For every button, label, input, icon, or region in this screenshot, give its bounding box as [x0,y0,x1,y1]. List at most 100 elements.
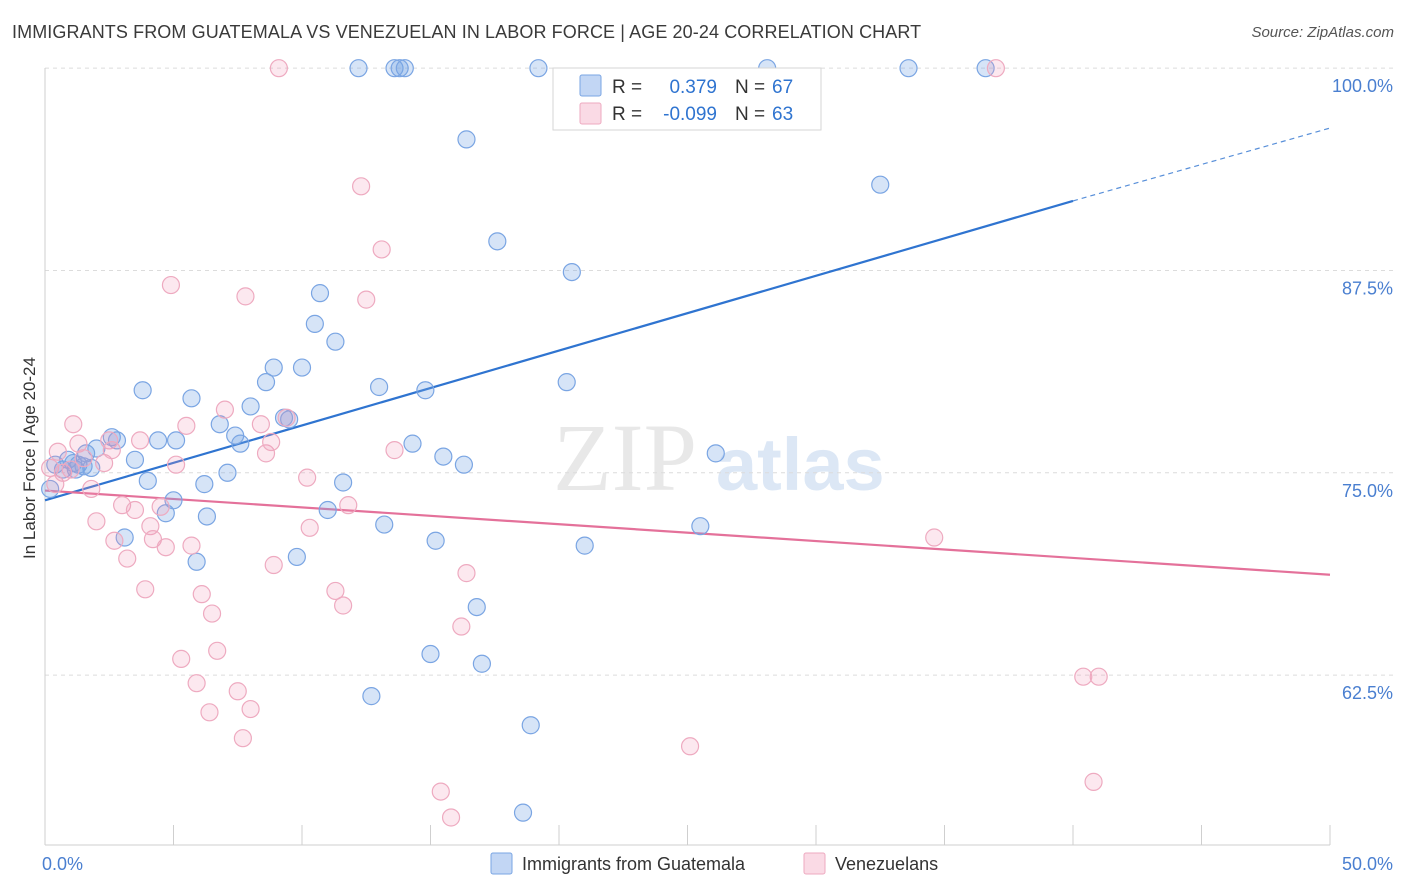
venezuelan-point-2 [48,442,67,461]
venezuelan-point-25 [172,649,191,668]
guatemala-point-12 [107,431,127,450]
guatemala-point-37 [310,284,330,303]
venezuelan-point-5 [64,415,83,434]
venezuelan-point-21 [151,497,170,516]
guatemala-point-11 [102,428,121,447]
venezuelan-point-18 [136,580,155,599]
guatemala-point-54 [457,130,476,149]
guatemala-point-50 [421,644,440,664]
guatemala-point-14 [125,450,145,469]
legend-n-label-pink: N = [735,104,765,125]
venezuelan-point-35 [233,729,252,748]
venezuelan-point-47 [334,596,353,615]
guatemala-point-28 [231,434,250,453]
y-axis-title: In Labor Force | Age 20-24 [20,357,39,559]
legend-n-value-blue: 67 [772,77,793,98]
guatemala-point-22 [187,552,206,571]
venezuelan-point-52 [385,441,404,460]
guatemala-point-40 [334,473,353,492]
venezuelan-point-26 [177,416,196,435]
venezuelan-point-58 [925,528,944,547]
venezuelan-point-8 [82,479,101,499]
venezuelan-point-33 [215,400,234,419]
venezuelan-point-48 [339,496,358,515]
venezuelan-point-49 [352,177,371,196]
venezuelan-point-39 [256,444,276,463]
guatemala-point-23 [195,475,214,494]
guatemala-point-15 [133,381,152,400]
guatemala-point-36 [305,314,324,333]
legend-swatch-pink [579,102,602,125]
legend-n-label-blue: N = [735,77,765,98]
guatemala-point-53 [454,455,474,474]
guatemala-point-16 [138,471,157,490]
venezuelan-point-54 [441,808,461,827]
guatemala-point-41 [349,59,368,78]
guatemala-point-45 [385,59,404,78]
guatemala-point-55 [467,597,486,617]
guatemala-point-63 [575,536,594,555]
legend-n-value-pink: 63 [772,104,793,125]
venezuelan-point-27 [182,536,201,555]
venezuelan-point-31 [202,604,222,623]
legend-r-label-blue: R = [612,77,642,98]
guatemala-point-52 [434,447,453,466]
series-legend: Immigrants from Guatemala Venezuelans [490,852,938,875]
guatemala-point-58 [513,803,533,822]
venezuelan-point-60 [1089,667,1108,686]
bottom-legend-label-blue: Immigrants from Guatemala [522,854,746,874]
venezuelan-point-50 [357,290,376,309]
guatemala-point-48 [403,434,422,453]
venezuelan-point-20 [143,530,163,549]
venezuelan-point-55 [452,617,471,636]
venezuelan-point-28 [187,674,206,693]
venezuelan-point-45 [300,518,319,537]
guatemala-point-39 [318,500,337,520]
legend-r-value-pink: -0.099 [663,104,717,125]
guatemala-point-29 [241,397,260,416]
guatemala-point-35 [292,358,312,377]
venezuelan-point-46 [326,581,345,601]
guatemala-point-42 [362,687,381,706]
venezuelan-point-42 [269,59,288,78]
venezuelan-point-4 [61,460,80,479]
venezuelan-point-61 [1084,772,1103,791]
guatemala-trend-line [44,199,1074,502]
venezuelan-point-23 [161,275,181,295]
venezuelan-point-9 [87,512,106,531]
venezuelan-point-53 [431,782,450,801]
venezuelan-point-51 [372,240,391,259]
venezuelan-point-57 [680,737,700,756]
venezuelan-point-43 [277,408,296,427]
venezuelan-point-62 [1074,667,1093,686]
venezuelan-point-30 [200,703,219,722]
guatemala-point-0 [41,479,60,499]
venezuelan-trend-line [44,489,1331,576]
guatemala-point-56 [472,654,491,673]
watermark-zip: ZIP [553,404,697,511]
bottom-legend-label-pink: Venezuelans [835,854,938,874]
guatemala-point-47 [395,59,414,78]
y-tick-label-3: 62.5% [1342,683,1393,703]
guatemala-point-26 [218,463,237,482]
venezuelan-point-29 [192,585,211,604]
legend-r-label-pink: R = [612,104,642,125]
venezuelan-point-36 [236,287,255,306]
venezuelan-point-15 [118,549,137,568]
guatemala-point-57 [488,232,507,251]
venezuelan-point-38 [251,415,270,434]
guatemala-point-67 [871,175,890,194]
guatemala-point-10 [87,439,106,458]
chart-source: Source: ZipAtlas.com [1251,24,1394,41]
guatemala-point-59 [521,716,540,735]
guatemala-point-61 [557,373,576,392]
venezuelan-point-59 [986,59,1006,78]
trend-lines [44,127,1331,576]
guatemala-point-30 [256,373,276,392]
y-tick-label-1: 87.5% [1342,278,1393,298]
guatemala-point-49 [416,381,435,400]
venezuelan-point-13 [105,531,124,550]
x-tick-label-0: 0.0% [42,854,83,874]
watermark-atlas: atlas [716,423,885,506]
